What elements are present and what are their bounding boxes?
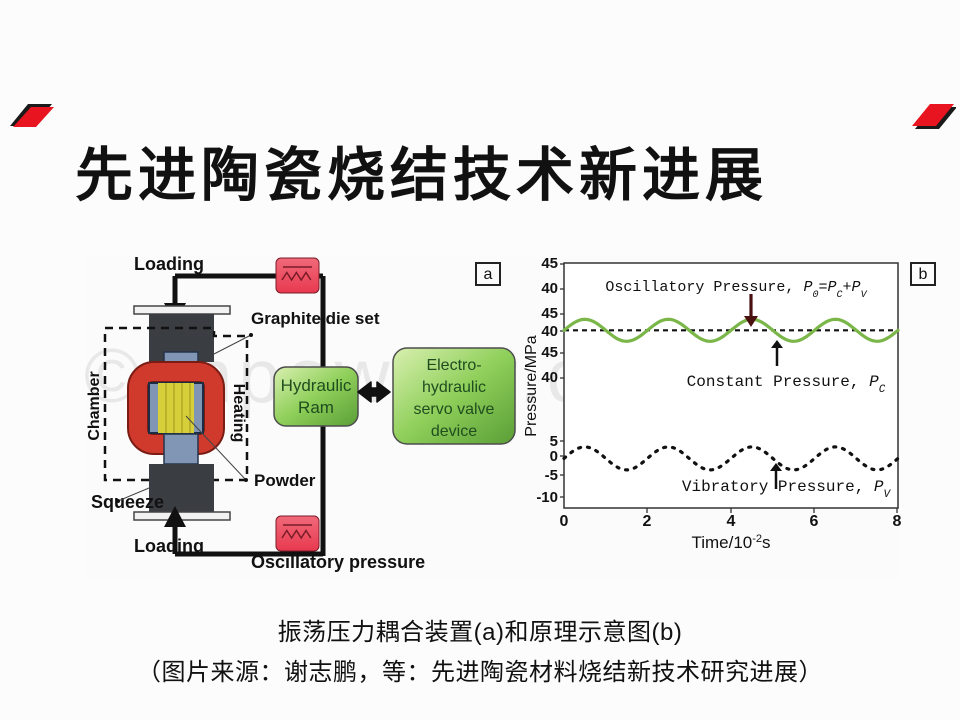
svg-text:4: 4: [727, 513, 736, 530]
svg-text:45: 45: [541, 255, 558, 272]
svg-text:40: 40: [541, 280, 558, 297]
svg-text:Heating: Heating: [230, 384, 247, 443]
svg-text:Graphite die set: Graphite die set: [251, 309, 380, 328]
svg-text:b: b: [919, 266, 928, 283]
svg-text:Electro-: Electro-: [426, 357, 481, 374]
svg-text:-10: -10: [536, 489, 558, 506]
svg-text:Ram: Ram: [298, 398, 334, 417]
svg-text:servo valve: servo valve: [414, 401, 495, 418]
svg-text:-5: -5: [545, 467, 558, 484]
svg-text:45: 45: [541, 305, 558, 322]
svg-text:a: a: [484, 266, 493, 283]
svg-text:45: 45: [541, 344, 558, 361]
svg-text:Chamber: Chamber: [86, 371, 103, 440]
svg-text:Pressure/MPa: Pressure/MPa: [523, 335, 540, 436]
svg-text:Loading: Loading: [134, 254, 204, 274]
svg-text:0: 0: [560, 513, 569, 530]
svg-text:Powder: Powder: [254, 471, 316, 490]
svg-text:40: 40: [541, 369, 558, 386]
svg-text:hydraulic: hydraulic: [422, 379, 486, 396]
svg-text:40: 40: [541, 323, 558, 340]
svg-text:Hydraulic: Hydraulic: [281, 376, 352, 395]
svg-text:2: 2: [643, 513, 652, 530]
svg-text:8: 8: [893, 513, 902, 530]
svg-text:6: 6: [810, 513, 819, 530]
svg-text:Squeeze: Squeeze: [91, 492, 164, 512]
svg-text:device: device: [431, 423, 477, 440]
svg-text:Time/10-2s: Time/10-2s: [691, 533, 770, 552]
svg-text:0: 0: [550, 448, 558, 465]
svg-text:Oscillatory pressure: Oscillatory pressure: [251, 552, 425, 572]
